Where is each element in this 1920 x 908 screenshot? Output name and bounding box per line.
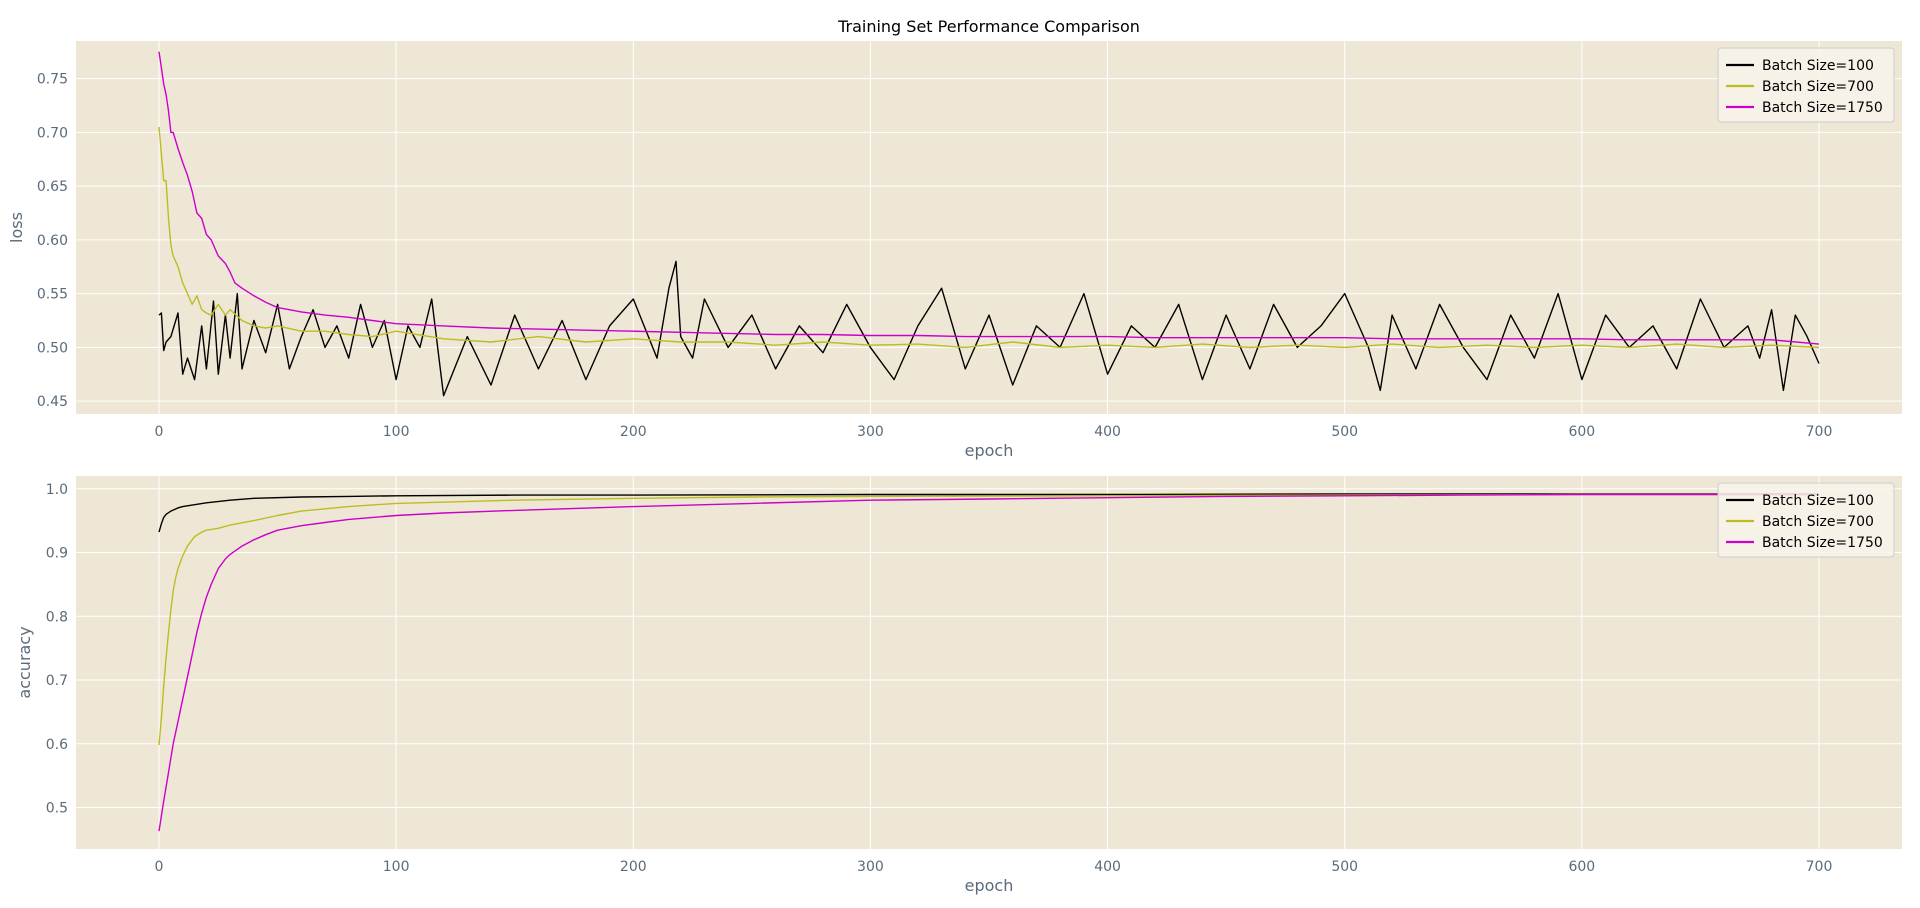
y-tick-label: 0.65 — [37, 179, 68, 195]
y-tick-label: 0.75 — [37, 72, 68, 88]
series-line-1 — [158, 126, 1820, 349]
x-tick-label: 400 — [1094, 859, 1121, 875]
y-axis-label: accuracy — [15, 626, 34, 698]
x-axis-label: epoch — [965, 876, 1014, 895]
legend-entry: Batch Size=1750 — [1762, 535, 1883, 551]
x-tick-label: 100 — [383, 859, 410, 875]
series-line-0 — [158, 493, 1819, 533]
x-axis-label: epoch — [965, 441, 1014, 460]
y-tick-label: 0.45 — [37, 394, 68, 410]
legend: Batch Size=100 Batch Size=700 Batch Size=1… — [1717, 482, 1895, 558]
legend-entry: Batch Size=700 — [1762, 79, 1874, 95]
y-tick-label: 0.8 — [46, 609, 68, 625]
y-tick-label: 0.60 — [37, 233, 68, 249]
y-tick-label: 0.7 — [46, 673, 68, 689]
legend-box — [1717, 482, 1895, 558]
y-tick-label: 0.5 — [46, 801, 68, 817]
legend-box — [1717, 47, 1895, 123]
x-tick-label: 0 — [155, 424, 164, 440]
x-tick-label: 600 — [1568, 859, 1595, 875]
x-tick-label: 500 — [1331, 859, 1358, 875]
series-line-0 — [158, 260, 1820, 397]
x-tick-label: 300 — [857, 424, 884, 440]
series-line-2 — [158, 51, 1820, 345]
y-tick-label: 0.70 — [37, 125, 68, 141]
legend-entry: Batch Size=100 — [1762, 58, 1874, 74]
y-tick-label: 0.6 — [46, 737, 68, 753]
x-tick-label: 0 — [155, 859, 164, 875]
y-tick-label: 0.9 — [46, 546, 68, 562]
series-line-1 — [158, 493, 1819, 746]
y-tick-label: 1.0 — [46, 482, 68, 498]
legend-entry: Batch Size=700 — [1762, 514, 1874, 530]
x-tick-label: 600 — [1568, 424, 1595, 440]
series-line-2 — [158, 493, 1819, 832]
chart-title: Training Set Performance Comparison — [837, 17, 1140, 36]
x-tick-label: 200 — [620, 859, 647, 875]
x-tick-label: 300 — [857, 859, 884, 875]
x-tick-label: 700 — [1806, 859, 1833, 875]
y-axis-label: loss — [7, 212, 26, 243]
plot-area — [76, 41, 1902, 414]
legend: Batch Size=100 Batch Size=700 Batch Size=1… — [1717, 47, 1895, 123]
x-tick-label: 400 — [1094, 424, 1121, 440]
loss-chart: 0 100 200 300 400 500 600 700 0.45 0.50 0.55 0.60 0.… — [7, 41, 1902, 460]
x-tick-label: 500 — [1331, 424, 1358, 440]
y-tick-label: 0.55 — [37, 287, 68, 303]
y-tick-label: 0.50 — [37, 340, 68, 356]
plot-area — [76, 476, 1902, 849]
x-tick-label: 700 — [1806, 424, 1833, 440]
legend-entry: Batch Size=1750 — [1762, 100, 1883, 116]
x-tick-label: 100 — [383, 424, 410, 440]
legend-entry: Batch Size=100 — [1762, 493, 1874, 509]
x-tick-label: 200 — [620, 424, 647, 440]
accuracy-chart: 0 100 200 300 400 500 600 700 0.5 0.6 0.7 0.8 0.9 1.0… — [15, 476, 1902, 895]
